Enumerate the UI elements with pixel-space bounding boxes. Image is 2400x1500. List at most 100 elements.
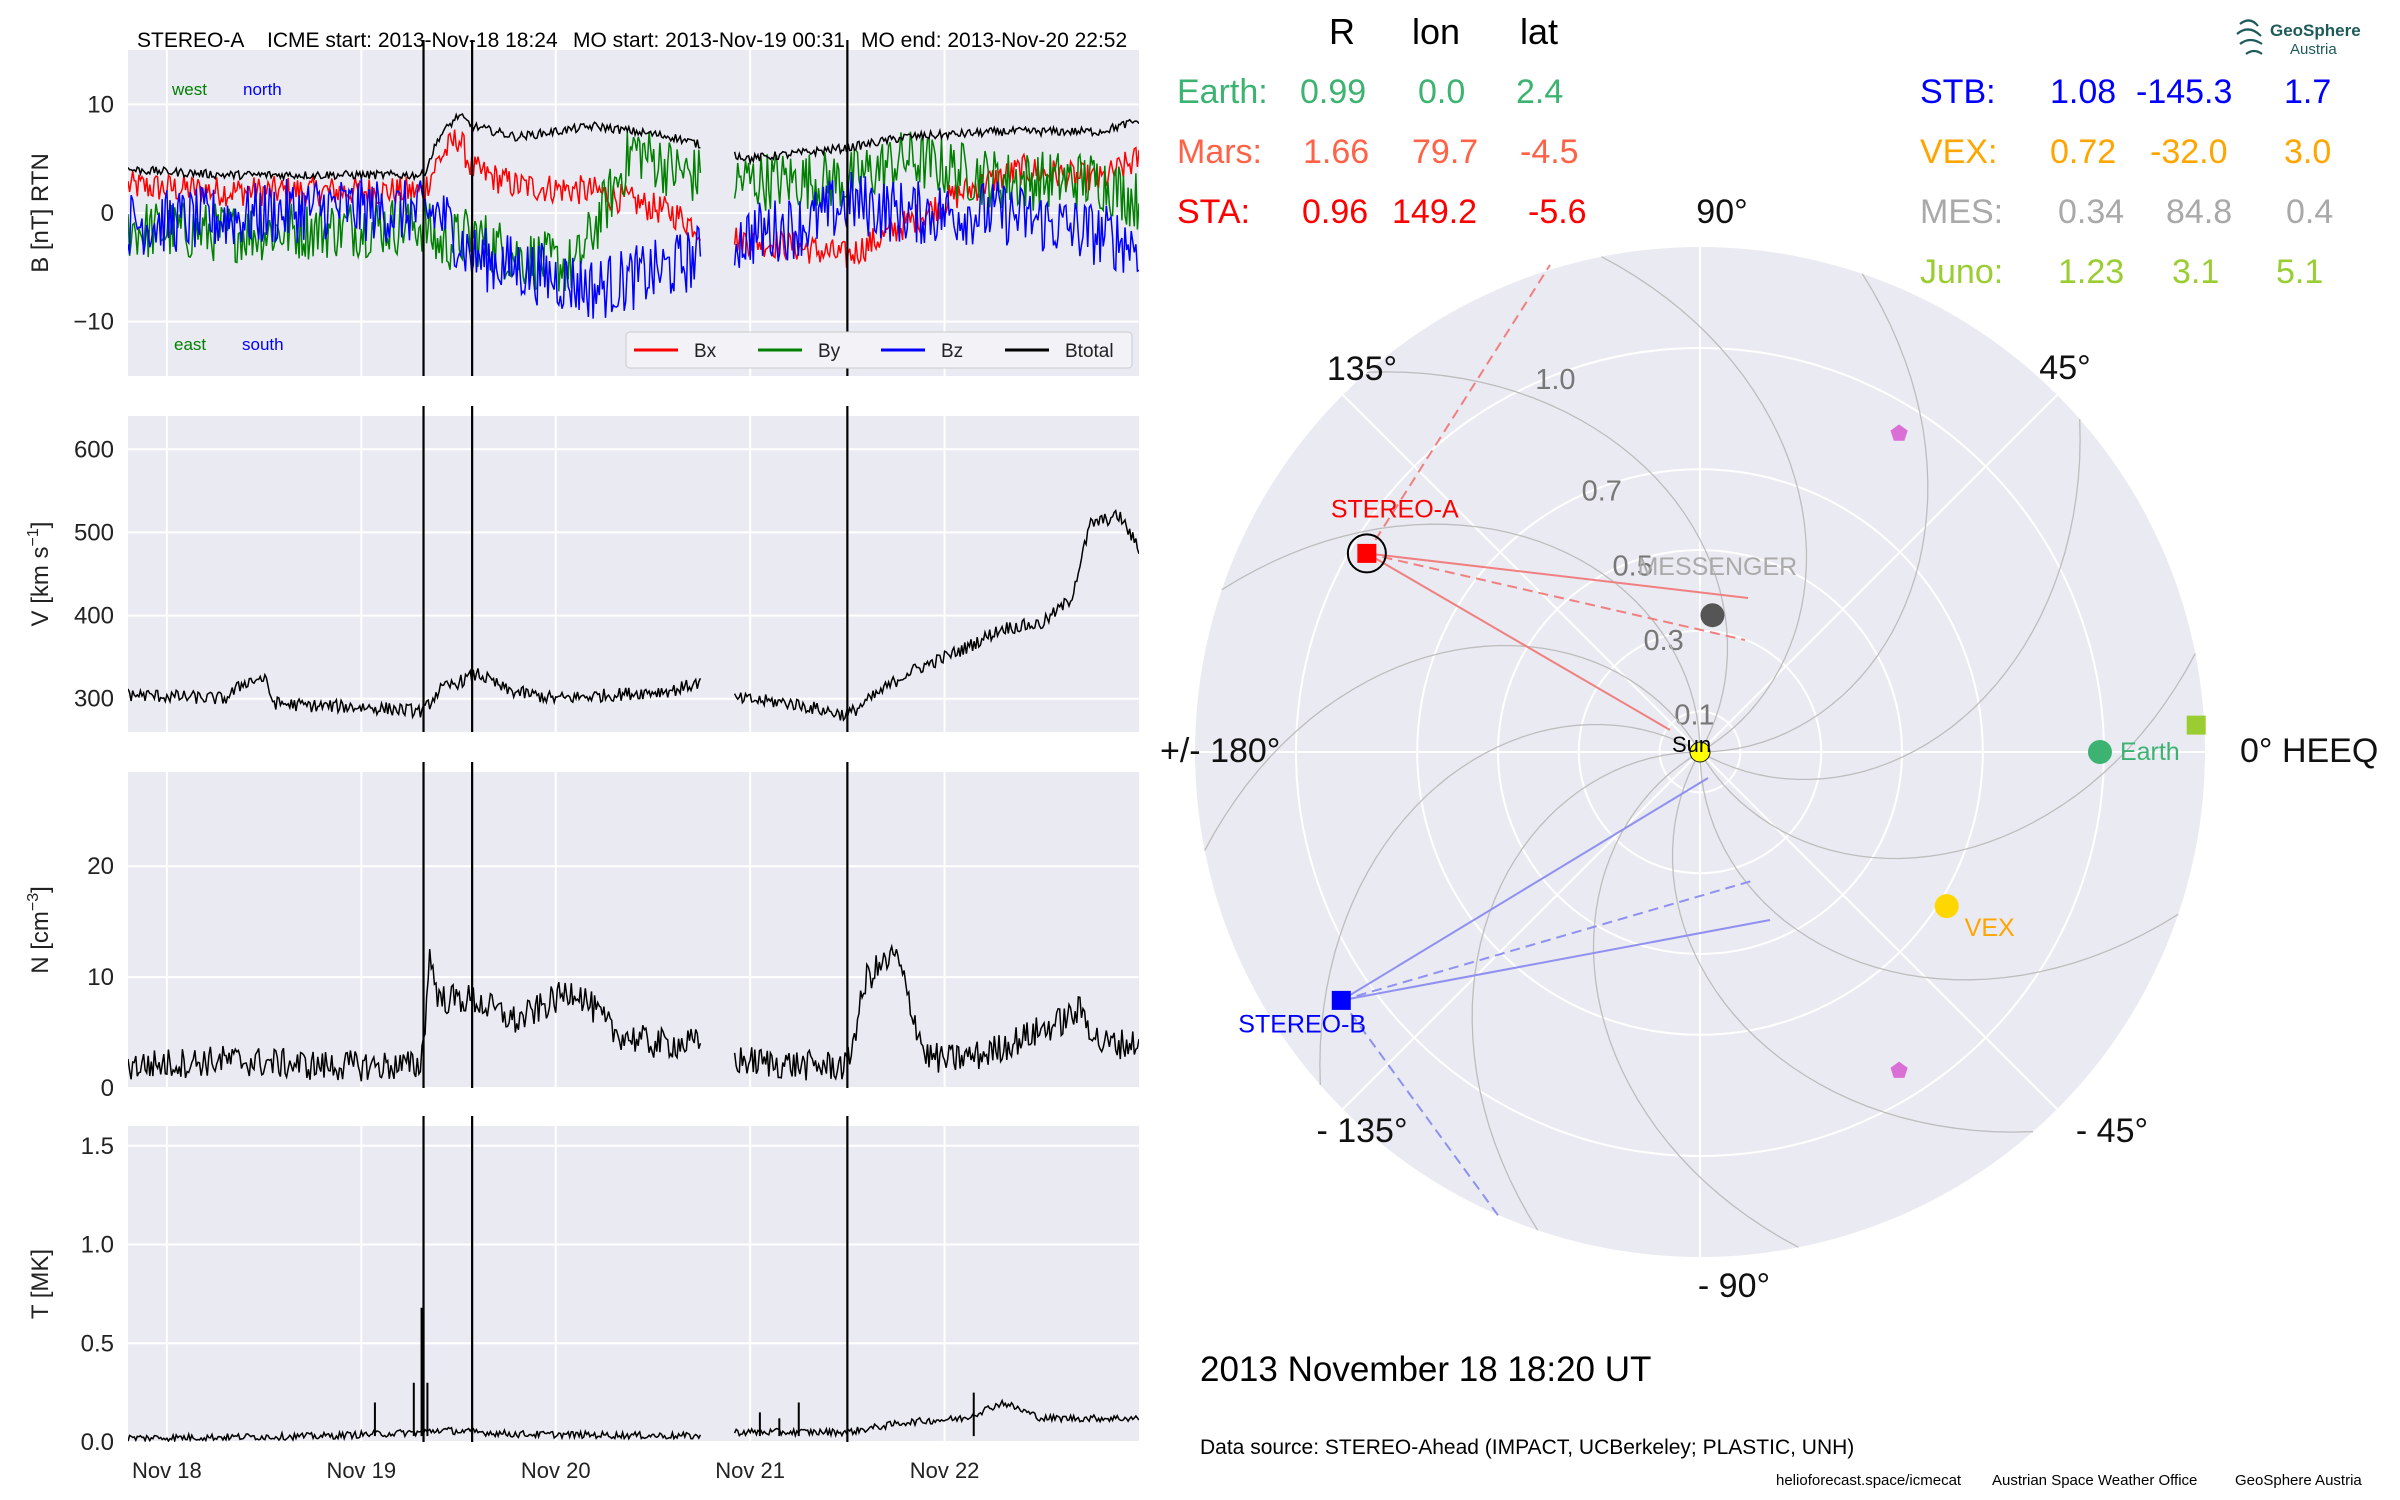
marker-stereo-a-ring [1346,533,1387,574]
stb-connector [1340,999,1501,1219]
sta-connector [1366,552,1671,731]
row-earth-lat: 2.4 [1516,73,1564,111]
polar-angle-label: 0° HEEQ [2240,732,2378,770]
row-mars-name: Mars: [1177,133,1262,171]
y-tick-label: 0.5 [81,1330,114,1357]
spiral-arc [1592,751,1799,1248]
row-stb-r: 1.08 [2050,73,2117,111]
annotation-west: west [171,80,207,99]
row-juno-r: 1.23 [2058,253,2125,291]
y-axis-label-tail: ] [27,886,54,893]
spiral-arc [1699,653,2196,860]
y-tick-label: 10 [87,964,114,991]
row-stb-name: STB: [1920,73,1996,111]
annotation-south: south [242,335,284,354]
polar-ring [1416,468,1984,1036]
row-juno-name: Juno: [1920,253,2004,291]
row-vex-lon: -32.0 [2150,133,2228,171]
col-header-lat: lat [1520,11,1559,52]
marker-label-messenger: MESSENGER [1637,553,1797,581]
row-mars-r: 1.66 [1303,133,1370,171]
y-axis-label: B [nT] RTN [27,153,54,273]
row-mars-lat: -4.5 [1520,133,1579,171]
row-stb-lon: -145.3 [2136,73,2233,111]
annotation-east: east [174,335,206,354]
radial-tick-label: 1.0 [1535,364,1575,396]
x-tick-label: Nov 19 [326,1458,396,1483]
row-mars-lon: 79.7 [1412,133,1479,171]
icme-start-label: ICME start: 2013-Nov-18 18:24 [267,29,558,52]
legend-label-bx: Bx [694,341,717,362]
marker-vex [1934,894,1959,919]
marker-label-stereo-a: STEREO-A [1331,495,1459,523]
series-group [128,1307,1139,1442]
x-tick-label: Nov 20 [521,1458,591,1483]
footer-office: Austrian Space Weather Office [1992,1472,2198,1489]
logo-sub: Austria [2290,41,2337,58]
x-tick-label: Nov 21 [715,1458,785,1483]
y-axis-label-main: T [MK] [27,1249,54,1319]
spiral-arc [1319,723,1701,1086]
marker-label-earth: Earth [2120,738,2180,766]
legend-label-by: By [818,341,841,362]
y-tick-label: 10 [87,91,114,118]
row-earth-lon: 0.0 [1418,73,1466,111]
series-group [128,509,1139,722]
polar-angle-label: +/- 180° [1160,732,1280,770]
series-line-btotal [128,112,1139,182]
polar-spoke [1342,394,1701,753]
marker-juno [2186,715,2206,735]
y-tick-label: 0 [101,1075,114,1102]
marker-pentagon-lower [1890,1061,1908,1078]
y-axis-label-main: B [nT] RTN [27,153,54,273]
marker-earth [2087,740,2112,764]
stb-connector [1341,879,1756,1002]
spiral-arc [1471,751,1701,1231]
panel-density: 0 10 20 N [cm−3] [25,762,1139,1102]
stb-connector [1340,777,1709,1002]
row-earth-name: Earth: [1177,73,1268,111]
sta-connector [1366,552,1749,599]
marker-label-sun: Sun [1672,732,1711,757]
spiral-arc [1699,751,2179,981]
polar-spoke [1699,751,2058,1110]
series-group [128,112,1139,319]
polar-angle-label: - 45° [2076,1112,2148,1150]
y-tick-label: −10 [73,309,114,336]
polar-spoke [1699,394,2058,753]
y-axis-label-sup: −3 [25,893,42,911]
series-line-v [128,509,1139,722]
spiral-arc [1671,751,2034,1133]
polar-angle-label: - 135° [1316,1112,1407,1150]
geosphere-logo-icon: GeoSphere Austria [2236,19,2361,58]
y-axis-label-main: V [km s [27,546,54,626]
sta-connector [1366,552,1746,641]
row-mes-name: MES: [1920,193,2004,231]
y-tick-label: 300 [74,686,114,713]
y-axis-label-main: N [cm [27,911,54,974]
series-line-bz [128,172,1139,319]
spiral-arc [1366,371,1729,753]
marker-pentagon-upper [1890,424,1908,441]
row-vex-r: 0.72 [2050,133,2117,171]
y-tick-label: 1.0 [81,1232,114,1259]
marker-label-vex: VEX [1965,914,2015,942]
marker-stereo-a [1357,543,1377,563]
y-tick-label: 1.5 [81,1133,114,1160]
y-axis-label-tail: ] [27,522,54,529]
radial-tick-label: 0.5 [1613,550,1653,582]
row-vex-name: VEX: [1920,133,1998,171]
row-vex-lat: 3.0 [2284,133,2332,171]
data-source: Data source: STEREO-Ahead (IMPACT, UCBer… [1200,1436,1855,1459]
marker-messenger [1700,603,1725,628]
y-axis-label-sup: −1 [25,528,42,546]
polar-angle-label: - 90° [1698,1267,1770,1305]
plot-area [128,772,1139,1088]
logo-name: GeoSphere [2270,21,2361,40]
panel-magnetic-field: −10 0 10 B [nT] RTN west north east south Bx By Bz… [27,40,1139,376]
row-mes-r: 0.34 [2058,193,2125,231]
row-juno-lat: 5.1 [2276,253,2324,291]
polar-angle-label: 135° [1327,350,1397,388]
